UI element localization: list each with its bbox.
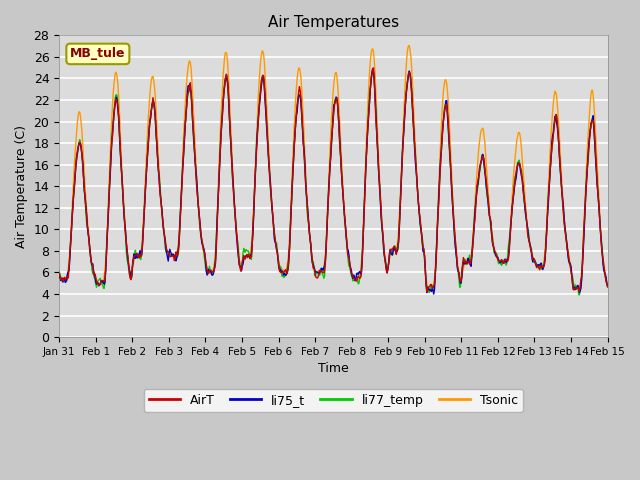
- AirT: [604, 284, 611, 289]
- li75_t: [430, 291, 438, 297]
- li75_t: [604, 284, 611, 289]
- li77_temp: [417, 226, 424, 231]
- AirT: [55, 271, 63, 276]
- Tsonic: [417, 223, 424, 229]
- AirT: [423, 289, 431, 295]
- li77_temp: [604, 285, 611, 290]
- li77_temp: [401, 109, 408, 115]
- AirT: [65, 264, 73, 270]
- Title: Air Temperatures: Air Temperatures: [268, 15, 399, 30]
- Tsonic: [604, 282, 611, 288]
- li75_t: [177, 197, 185, 203]
- AirT: [401, 111, 408, 117]
- Tsonic: [55, 274, 63, 280]
- Legend: AirT, li75_t, li77_temp, Tsonic: AirT, li75_t, li77_temp, Tsonic: [144, 389, 523, 412]
- Line: li77_temp: li77_temp: [59, 72, 607, 295]
- li77_temp: [206, 267, 214, 273]
- li75_t: [369, 66, 376, 72]
- AirT: [122, 231, 129, 237]
- Line: li75_t: li75_t: [59, 69, 607, 294]
- AirT: [177, 197, 185, 203]
- li77_temp: [177, 194, 185, 200]
- Tsonic: [206, 270, 214, 276]
- li75_t: [206, 268, 214, 274]
- Line: AirT: AirT: [59, 68, 607, 292]
- Tsonic: [404, 43, 412, 48]
- li75_t: [55, 275, 63, 280]
- Y-axis label: Air Temperature (C): Air Temperature (C): [15, 125, 28, 248]
- Tsonic: [65, 260, 73, 266]
- Tsonic: [571, 287, 579, 292]
- li77_temp: [55, 269, 63, 275]
- AirT: [369, 65, 377, 71]
- li75_t: [401, 112, 408, 118]
- X-axis label: Time: Time: [318, 362, 349, 375]
- Tsonic: [400, 106, 408, 112]
- li75_t: [417, 225, 424, 231]
- li75_t: [122, 227, 129, 233]
- li77_temp: [575, 292, 583, 298]
- li77_temp: [369, 69, 377, 75]
- Tsonic: [177, 189, 185, 194]
- li77_temp: [65, 262, 73, 268]
- Tsonic: [122, 228, 129, 234]
- Text: MB_tule: MB_tule: [70, 48, 125, 60]
- AirT: [417, 222, 424, 228]
- li75_t: [65, 267, 73, 273]
- Line: Tsonic: Tsonic: [59, 46, 607, 289]
- li77_temp: [122, 232, 129, 238]
- AirT: [206, 267, 214, 273]
